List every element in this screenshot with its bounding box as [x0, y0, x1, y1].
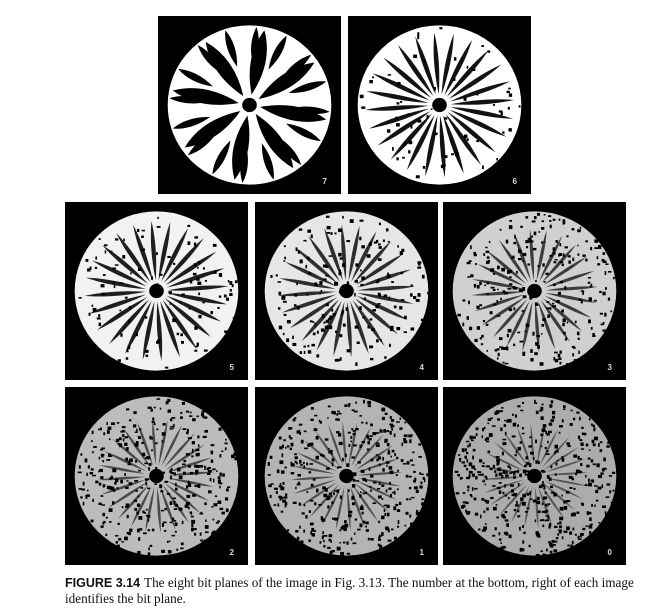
bit-plane-7-number: 7	[322, 177, 327, 186]
bit-plane-7-image: 7	[158, 16, 341, 194]
bit-plane-5-number: 5	[229, 363, 234, 372]
bit-plane-4-number: 4	[419, 363, 424, 372]
figure-caption-text: The eight bit planes of the image in Fig…	[65, 575, 634, 606]
bit-plane-4-art	[263, 210, 431, 372]
bit-plane-5-art	[73, 210, 240, 372]
figure-caption: FIGURE 3.14 The eight bit planes of the i…	[65, 575, 635, 607]
bit-plane-1-number: 1	[419, 548, 424, 557]
bit-plane-5-image: 5	[65, 202, 248, 380]
bit-plane-4-image: 4	[255, 202, 438, 380]
bit-plane-3-art	[451, 210, 618, 372]
bit-plane-1-image: 1	[255, 387, 438, 565]
bit-plane-0-number: 0	[607, 548, 612, 557]
bit-plane-2-art	[73, 395, 240, 557]
bit-plane-3-image: 3	[443, 202, 626, 380]
bit-plane-6-number: 6	[512, 177, 517, 186]
bit-plane-3-number: 3	[607, 363, 612, 372]
bit-plane-2-number: 2	[229, 548, 234, 557]
bit-plane-0-image: 0	[443, 387, 626, 565]
bit-plane-6-image: 6	[348, 16, 531, 194]
bit-plane-7-art	[166, 24, 333, 186]
bit-plane-6-art	[356, 24, 523, 186]
bit-plane-2-image: 2	[65, 387, 248, 565]
bit-plane-0-art	[451, 395, 618, 558]
figure-label: FIGURE 3.14	[65, 576, 141, 590]
bit-plane-1-art	[263, 395, 430, 557]
